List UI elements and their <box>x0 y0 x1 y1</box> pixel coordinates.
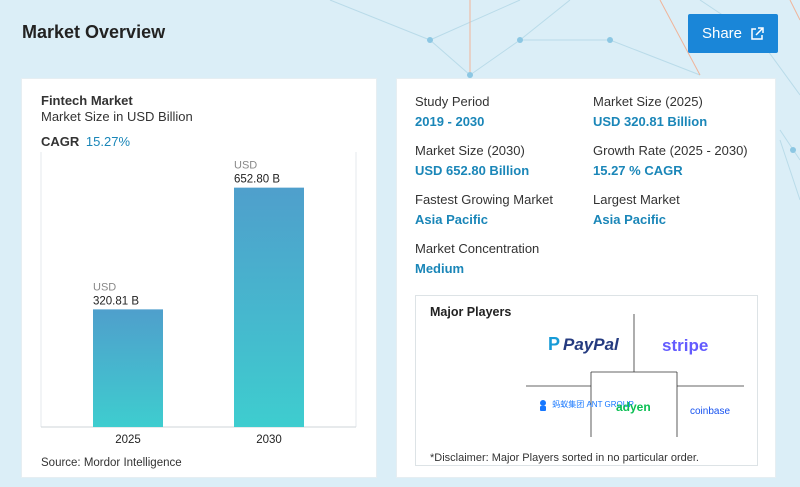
stat-fastest-growing-market: Fastest Growing Market Asia Pacific <box>415 192 553 227</box>
ant-group-wordmark: 蚂蚁集团 ANT GROUP <box>552 400 634 410</box>
chart-subtitle: Market Size in USD Billion <box>41 109 193 124</box>
stat-value: Medium <box>415 261 465 276</box>
stat-market-size-2025: Market Size (2025) USD 320.81 Billion <box>593 94 707 129</box>
stat-value: Asia Pacific <box>415 212 488 227</box>
share-button[interactable]: Share <box>688 14 778 53</box>
cagr-row: CAGR 15.27% <box>41 134 130 149</box>
external-link-icon <box>751 26 764 40</box>
bar-unit-label: USD <box>93 281 116 293</box>
stat-largest-market: Largest Market Asia Pacific <box>593 192 680 227</box>
bar-value-label: 320.81 B <box>93 295 139 307</box>
stat-label: Study Period <box>415 94 490 109</box>
stat-value: 2019 - 2030 <box>415 114 485 129</box>
major-players-box: Major Players P PayPal stripe 蚂蚁集团 ANT GR… <box>415 295 758 466</box>
cagr-label: CAGR <box>41 134 80 149</box>
market-size-bar-chart: USD 320.81 B 2025 USD 652.80 B 2030 <box>40 152 357 446</box>
adyen-logo[interactable]: adyen <box>616 400 651 414</box>
stat-value: Asia Pacific <box>593 212 666 227</box>
players-grid-lines <box>526 314 744 437</box>
chart-card: Fintech Market Market Size in USD Billio… <box>22 79 376 477</box>
major-players-title: Major Players <box>430 305 512 319</box>
stat-label: Growth Rate (2025 - 2030) <box>593 143 748 158</box>
paypal-mark-icon: P <box>548 334 561 354</box>
stat-value: USD 652.80 Billion <box>415 163 530 178</box>
chart-title: Fintech Market <box>41 93 133 108</box>
players-disclaimer: *Disclaimer: Major Players sorted in no … <box>430 452 699 464</box>
x-tick-label: 2030 <box>256 434 282 446</box>
paypal-logo[interactable]: P PayPal <box>548 334 619 355</box>
share-label: Share <box>701 25 743 42</box>
ant-group-logo[interactable]: 蚂蚁集团 ANT GROUP <box>536 398 634 412</box>
bar-unit-label: USD <box>234 160 257 172</box>
stat-market-concentration: Market Concentration Medium <box>415 241 539 276</box>
x-tick-label: 2025 <box>115 434 141 446</box>
stat-market-size-2030: Market Size (2030) USD 652.80 Billion <box>415 143 529 178</box>
stat-value: USD 320.81 Billion <box>593 114 708 129</box>
stat-label: Market Size (2025) <box>593 94 703 109</box>
bar-2030 <box>234 187 304 427</box>
coinbase-logo[interactable]: coinbase <box>690 406 731 417</box>
page-title: Market Overview <box>22 22 166 42</box>
ant-icon <box>540 400 546 411</box>
stats-card: Study Period 2019 - 2030 Market Size (20… <box>397 79 775 477</box>
stat-value: 15.27 % CAGR <box>593 163 683 178</box>
cagr-value: 15.27% <box>85 134 130 149</box>
stripe-logo[interactable]: stripe <box>662 336 709 355</box>
stat-study-period: Study Period 2019 - 2030 <box>415 94 489 129</box>
bar-value-label: 652.80 B <box>234 174 280 186</box>
stat-growth-rate: Growth Rate (2025 - 2030) 15.27 % CAGR <box>593 143 748 178</box>
stat-label: Largest Market <box>593 192 680 207</box>
stat-label: Market Concentration <box>415 241 540 256</box>
chart-source: Source: Mordor Intelligence <box>41 457 182 469</box>
stat-label: Fastest Growing Market <box>415 192 553 207</box>
stat-label: Market Size (2030) <box>415 143 525 158</box>
paypal-wordmark: PayPal <box>563 335 619 354</box>
bar-2025 <box>93 309 163 427</box>
